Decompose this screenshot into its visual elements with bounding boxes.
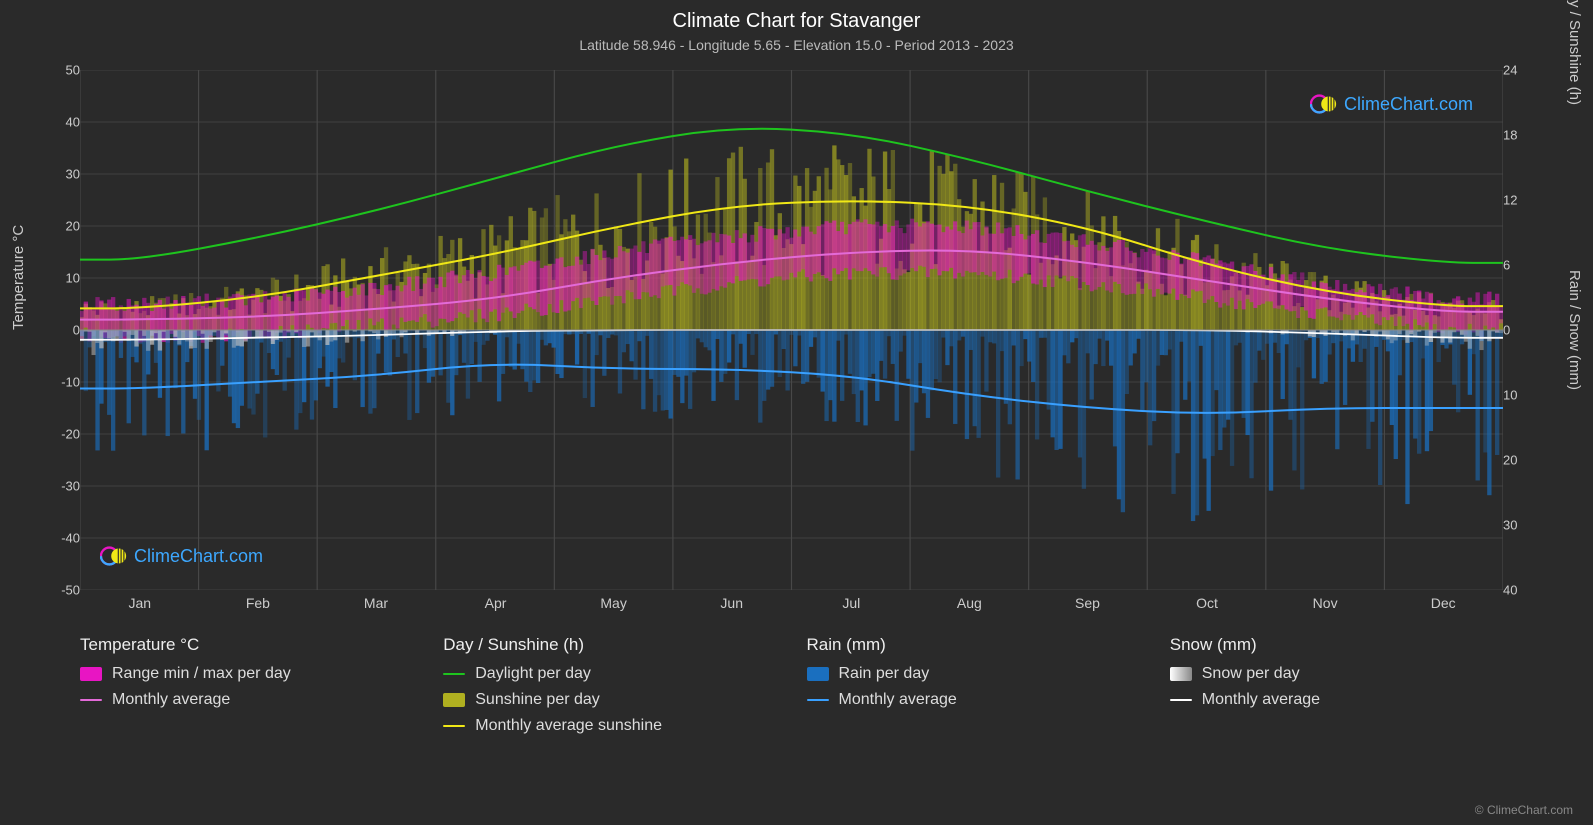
legend-item: Monthly average bbox=[807, 691, 1140, 709]
legend-item: Monthly average sunshine bbox=[443, 717, 776, 735]
legend-item: Sunshine per day bbox=[443, 691, 776, 709]
swatch-rain-avg bbox=[807, 699, 829, 701]
legend-col-rain: Rain (mm) Rain per day Monthly average bbox=[807, 635, 1140, 743]
brand-logo-bottom: ClimeChart.com bbox=[100, 542, 263, 570]
chart-subtitle: Latitude 58.946 - Longitude 5.65 - Eleva… bbox=[0, 37, 1593, 53]
legend-item: Daylight per day bbox=[443, 665, 776, 683]
legend-col-daylight: Day / Sunshine (h) Daylight per day Suns… bbox=[443, 635, 776, 743]
brand-text: ClimeChart.com bbox=[1344, 94, 1473, 115]
swatch-sunshine-avg bbox=[443, 725, 465, 727]
legend-col-temperature: Temperature °C Range min / max per day M… bbox=[80, 635, 413, 743]
legend-item: Monthly average bbox=[1170, 691, 1503, 709]
legend-title: Temperature °C bbox=[80, 635, 413, 655]
y-axis-left-label: Temperature °C bbox=[10, 225, 27, 330]
swatch-temp-range bbox=[80, 667, 102, 681]
legend-title: Rain (mm) bbox=[807, 635, 1140, 655]
legend-item: Snow per day bbox=[1170, 665, 1503, 683]
swatch-temp-avg bbox=[80, 699, 102, 701]
legend-title: Snow (mm) bbox=[1170, 635, 1503, 655]
x-ticks: JanFebMarAprMayJunJulAugSepOctNovDec bbox=[80, 595, 1503, 615]
y-axis-right-bottom-label: Rain / Snow (mm) bbox=[1566, 270, 1583, 390]
chart-title: Climate Chart for Stavanger bbox=[0, 10, 1593, 33]
brand-icon bbox=[1310, 90, 1338, 118]
legend-item: Range min / max per day bbox=[80, 665, 413, 683]
title-block: Climate Chart for Stavanger Latitude 58.… bbox=[0, 0, 1593, 53]
swatch-sunshine bbox=[443, 693, 465, 707]
y-ticks-left: 50403020100-10-20-30-40-50 bbox=[45, 70, 80, 590]
plot-area: ClimeChart.com ClimeChart.com bbox=[80, 70, 1503, 590]
swatch-snow-avg bbox=[1170, 699, 1192, 701]
legend: Temperature °C Range min / max per day M… bbox=[80, 635, 1503, 743]
credit-text: © ClimeChart.com bbox=[1475, 803, 1573, 817]
legend-item: Monthly average bbox=[80, 691, 413, 709]
brand-logo-top: ClimeChart.com bbox=[1310, 90, 1473, 118]
climate-chart: Climate Chart for Stavanger Latitude 58.… bbox=[0, 0, 1593, 825]
legend-item: Rain per day bbox=[807, 665, 1140, 683]
swatch-daylight bbox=[443, 673, 465, 675]
swatch-rain bbox=[807, 667, 829, 681]
legend-title: Day / Sunshine (h) bbox=[443, 635, 776, 655]
legend-col-snow: Snow (mm) Snow per day Monthly average bbox=[1170, 635, 1503, 743]
y-axis-right-top-label: Day / Sunshine (h) bbox=[1566, 0, 1583, 105]
plot-svg bbox=[80, 70, 1503, 590]
brand-icon bbox=[100, 542, 128, 570]
y-ticks-right-bottom: 10203040 bbox=[1503, 70, 1538, 590]
swatch-snow bbox=[1170, 667, 1192, 681]
brand-text: ClimeChart.com bbox=[134, 546, 263, 567]
